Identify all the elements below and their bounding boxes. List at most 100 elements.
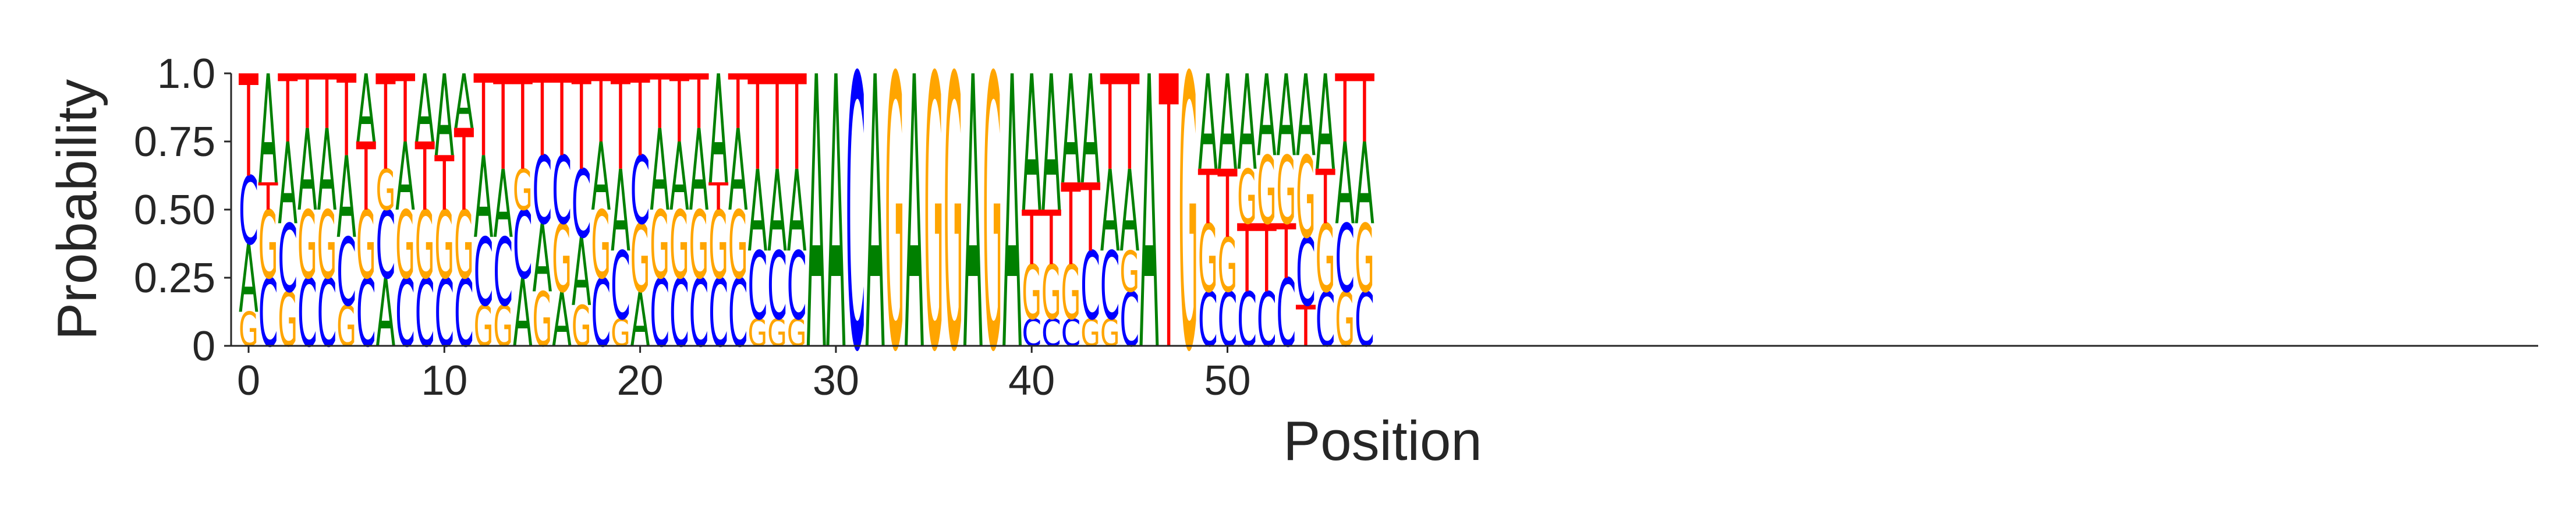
logo-letter-g-pos-15: G xyxy=(533,277,552,364)
logo-letter-t-pos-55: T xyxy=(1315,154,1335,241)
logo-letter-g-pos-49: G xyxy=(1198,205,1218,314)
logo-letter-t-pos-49: T xyxy=(1197,154,1218,241)
logo-letter-g-pos-19: G xyxy=(611,311,630,355)
logo-letter-t-pos-3: T xyxy=(297,59,317,146)
logo-letter-t-pos-52: T xyxy=(1256,206,1276,314)
logo-letter-a-pos-34: A xyxy=(905,0,924,434)
logo-letter-a-pos-50: A xyxy=(1218,48,1238,200)
logo-letter-a-pos-9: A xyxy=(415,55,435,164)
logo-letter-c-pos-4: C xyxy=(317,259,337,368)
logo-letter-g-pos-40: G xyxy=(1022,249,1041,337)
logo-letter-c-pos-3: C xyxy=(297,259,317,368)
x-tick-label: 20 xyxy=(617,357,664,404)
x-ticks: 0 10 20 30 40 50 xyxy=(237,346,1251,404)
logo-letter-g-pos-17: G xyxy=(572,294,591,359)
logo-letter-a-pos-13: A xyxy=(493,150,513,259)
logo-letter-g-pos-3: G xyxy=(297,191,317,300)
logo-letter-g-pos-22: G xyxy=(669,191,689,300)
logo-letter-t-pos-44: T xyxy=(1100,47,1120,200)
logo-letter-c-pos-56: C xyxy=(1335,204,1355,313)
logo-letter-t-pos-18: T xyxy=(591,56,611,164)
logo-letter-g-pos-42: G xyxy=(1061,249,1081,337)
logo-letter-t-pos-10: T xyxy=(434,141,455,228)
logo-letter-t-pos-22: T xyxy=(669,56,689,164)
logo-letter-a-pos-17: A xyxy=(572,218,591,327)
logo-letter-g-pos-43: G xyxy=(1080,311,1100,355)
logo-letter-t-pos-57: T xyxy=(1355,56,1374,164)
logo-letter-a-pos-3: A xyxy=(297,107,317,236)
logo-letter-c-pos-20: C xyxy=(630,136,650,245)
logo-letter-g-pos-57: G xyxy=(1355,205,1374,314)
logo-letter-c-pos-28: C xyxy=(787,232,807,341)
logo-letter-a-pos-5: A xyxy=(336,134,356,264)
logo-letter-g-pos-2: G xyxy=(278,277,297,364)
logo-letter-t-pos-14: T xyxy=(513,47,533,200)
logo-letter-c-pos-26: C xyxy=(748,232,768,341)
logo-letter-a-pos-25: A xyxy=(728,107,748,236)
logo-letter-a-pos-57: A xyxy=(1355,121,1374,250)
logo-letter-t-pos-13: T xyxy=(493,47,513,200)
logo-letter-t-pos-1: T xyxy=(258,175,278,219)
logo-letter-t-pos-28: T xyxy=(786,47,806,200)
logo-letter-t-pos-0: T xyxy=(239,47,258,210)
y-tick-label: 0.75 xyxy=(134,119,215,165)
logo-letter-g-pos-27: G xyxy=(767,311,787,355)
logo-letter-a-pos-11: A xyxy=(454,59,474,146)
logo-letter-g-pos-4: G xyxy=(317,191,337,300)
logo-letter-t-pos-8: T xyxy=(395,56,415,164)
logo-letter-a-pos-52: A xyxy=(1257,52,1277,182)
logo-letter-t-pos-12: T xyxy=(473,52,493,182)
logo-letter-c-pos-57: C xyxy=(1355,277,1374,364)
logo-letter-a-pos-24: A xyxy=(708,43,728,218)
logo-letter-g-pos-1: G xyxy=(258,191,278,300)
logo-letter-g-pos-20: G xyxy=(630,205,650,314)
logo-letter-t-pos-50: T xyxy=(1217,151,1237,260)
logo-letter-c-pos-31: C xyxy=(846,0,866,434)
logo-letter-c-pos-25: C xyxy=(728,259,748,368)
x-tick-label: 10 xyxy=(421,357,467,404)
logo-letter-g-pos-8: G xyxy=(395,191,415,300)
logo-letter-g-pos-13: G xyxy=(493,294,513,359)
logo-letter-c-pos-45: C xyxy=(1119,277,1139,364)
y-tick-label: 0.50 xyxy=(134,187,215,233)
logo-letter-a-pos-32: A xyxy=(865,0,885,434)
logo-letter-g-pos-35: G xyxy=(924,0,944,434)
logo-letter-a-pos-7: A xyxy=(376,259,396,368)
logo-letter-g-pos-21: G xyxy=(650,191,669,300)
logo-letter-t-pos-16: T xyxy=(552,52,572,182)
logo-letter-t-pos-9: T xyxy=(414,124,434,232)
logo-letter-t-pos-20: T xyxy=(630,52,650,182)
logo-letter-g-pos-50: G xyxy=(1218,222,1238,309)
logo-letter-t-pos-17: T xyxy=(572,47,591,200)
logo-letter-c-pos-42: C xyxy=(1061,311,1081,355)
logo-letter-c-pos-18: C xyxy=(591,259,611,368)
logo-letter-c-pos-7: C xyxy=(376,191,396,300)
logo-letter-a-pos-28: A xyxy=(787,147,807,277)
logo-letter-c-pos-16: C xyxy=(552,136,572,245)
logo-letter-c-pos-6: C xyxy=(356,259,376,368)
logo-letter-a-pos-6: A xyxy=(356,55,376,164)
logo-letter-t-pos-51: T xyxy=(1237,206,1257,314)
logo-letter-a-pos-2: A xyxy=(278,121,297,250)
logo-letter-g-pos-33: G xyxy=(885,0,905,434)
logo-letter-g-pos-45: G xyxy=(1120,239,1140,305)
logo-letter-t-pos-40: T xyxy=(1022,195,1042,282)
logo-letter-a-pos-40: A xyxy=(1022,37,1041,254)
logo-letter-g-pos-7: G xyxy=(376,158,396,223)
logo-letter-g-pos-18: G xyxy=(591,191,611,300)
logo-letter-a-pos-1: A xyxy=(258,43,278,218)
logo-letter-a-pos-14: A xyxy=(513,259,533,368)
logo-letter-t-pos-2: T xyxy=(278,56,297,164)
logo-letter-a-pos-27: A xyxy=(767,147,787,277)
x-tick-label: 50 xyxy=(1204,357,1250,404)
logo-letter-t-pos-15: T xyxy=(532,52,552,182)
logo-letter-g-pos-5: G xyxy=(336,294,356,359)
logo-letter-a-pos-54: A xyxy=(1296,52,1316,182)
logo-letter-a-pos-56: A xyxy=(1335,121,1355,250)
logo-letter-a-pos-29: A xyxy=(806,0,826,434)
logo-letter-c-pos-51: C xyxy=(1237,277,1257,364)
y-axis-title: Probability xyxy=(46,79,108,340)
logo-letter-a-pos-44: A xyxy=(1100,147,1120,277)
logo-letter-t-pos-24: T xyxy=(708,175,728,219)
x-tick-label: 30 xyxy=(813,357,859,404)
